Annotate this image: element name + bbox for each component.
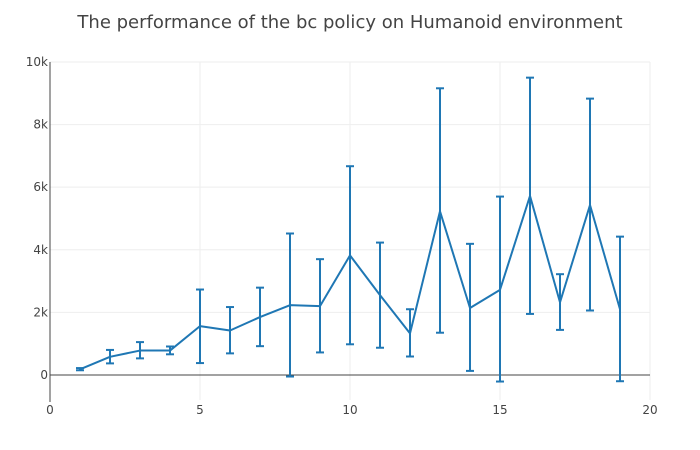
axes (49, 62, 650, 402)
y-tick-label: 8k (33, 118, 48, 132)
x-tick-label: 10 (342, 403, 357, 417)
y-tick-label: 10k (26, 55, 48, 69)
series-line-layer (79, 194, 621, 371)
tick-labels: 0 5 10 15 20 0 2k 4k 6k 8k 10k (26, 55, 658, 417)
x-tick-label: 5 (196, 403, 204, 417)
chart-title: The performance of the bc policy on Huma… (77, 12, 623, 33)
x-tick-label: 0 (46, 403, 54, 417)
x-tick-label: 15 (492, 403, 507, 417)
x-tick-label: 20 (642, 403, 657, 417)
y-tick-label: 2k (33, 305, 48, 319)
y-tick-label: 6k (33, 180, 48, 194)
y-tick-label: 4k (33, 243, 48, 257)
y-tick-label: 0 (40, 368, 48, 382)
series-line (79, 194, 621, 371)
